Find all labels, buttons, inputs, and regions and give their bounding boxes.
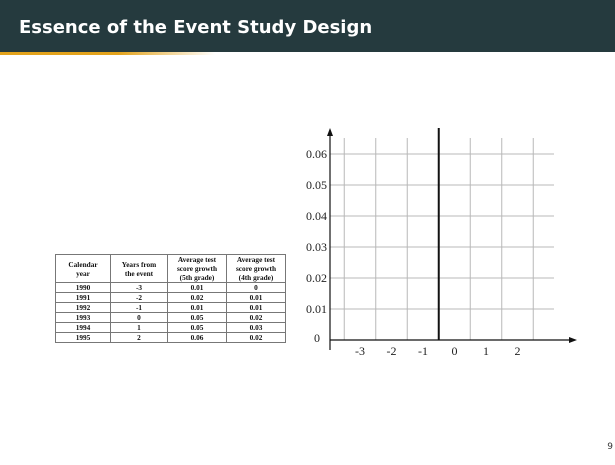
table-row: 1990 -3 0.01 0: [55, 282, 286, 293]
event-study-chart: 0 0.01 0.02 0.03 0.04 0.05 0.06 -3 -2 -1 0 1 2: [296, 125, 577, 365]
cell-years-from-event: -1: [110, 302, 168, 313]
y-tick-label: 0.05: [306, 178, 327, 192]
cell-years-from-event: -2: [110, 292, 168, 303]
header-years-from-event: Years from the event: [110, 254, 168, 283]
cell-score-5th: 0.01: [167, 302, 227, 313]
cell-years-from-event: 1: [110, 322, 168, 333]
cell-score-5th: 0.05: [167, 322, 227, 333]
cell-year: 1990: [55, 282, 111, 293]
y-tick-label: 0.04: [306, 209, 327, 223]
cell-score-4th: 0: [226, 282, 286, 293]
title-accent-line: [0, 52, 215, 55]
table-row: 1992 -1 0.01 0.01: [55, 302, 286, 313]
cell-year: 1995: [55, 332, 111, 343]
cell-year: 1994: [55, 322, 111, 333]
y-tick-label: 0: [314, 331, 320, 345]
cell-score-4th: 0.02: [226, 332, 286, 343]
x-tick-label: 2: [515, 344, 521, 358]
cell-year: 1991: [55, 292, 111, 303]
y-tick-label: 0.03: [306, 240, 327, 254]
x-tick-label: -1: [418, 344, 428, 358]
x-tick-label: 0: [452, 344, 458, 358]
table-header-row: Calendar year Years from the event Avera…: [55, 254, 286, 283]
table-row: 1991 -2 0.02 0.01: [55, 292, 286, 303]
cell-score-5th: 0.06: [167, 332, 227, 343]
cell-score-5th: 0.02: [167, 292, 227, 303]
table-row: 1995 2 0.06 0.02: [55, 332, 286, 343]
cell-year: 1993: [55, 312, 111, 323]
x-tick-label: 1: [483, 344, 489, 358]
x-axis-arrow: [569, 337, 577, 343]
chart-background: [296, 125, 577, 365]
cell-years-from-event: 2: [110, 332, 168, 343]
header-score-5th: Average test score growth (5th grade): [167, 254, 227, 283]
cell-score-4th: 0.01: [226, 292, 286, 303]
test-score-table: Calendar year Years from the event Avera…: [55, 254, 286, 343]
chart-axes: [327, 128, 577, 350]
cell-score-4th: 0.02: [226, 312, 286, 323]
header-calendar-year: Calendar year: [55, 254, 111, 283]
cell-years-from-event: 0: [110, 312, 168, 323]
page-number: 9: [607, 442, 613, 452]
x-tick-label: -3: [355, 344, 365, 358]
chart-tick-labels: 0 0.01 0.02 0.03 0.04 0.05 0.06 -3 -2 -1 0 1 2: [306, 147, 521, 358]
cell-years-from-event: -3: [110, 282, 168, 293]
x-tick-label: -2: [387, 344, 397, 358]
cell-score-4th: 0.01: [226, 302, 286, 313]
cell-score-4th: 0.03: [226, 322, 286, 333]
y-tick-label: 0.02: [306, 271, 327, 285]
cell-score-5th: 0.05: [167, 312, 227, 323]
table-row: 1993 0 0.05 0.02: [55, 312, 286, 323]
table-row: 1994 1 0.05 0.03: [55, 322, 286, 333]
slide-title: Essence of the Event Study Design: [19, 17, 373, 38]
y-axis-arrow: [327, 128, 333, 136]
y-tick-label: 0.01: [306, 302, 327, 316]
y-tick-label: 0.06: [306, 147, 327, 161]
cell-score-5th: 0.01: [167, 282, 227, 293]
title-bar: Essence of the Event Study Design: [0, 0, 615, 52]
header-score-4th: Average test score growth (4th grade): [226, 254, 286, 283]
cell-year: 1992: [55, 302, 111, 313]
chart-grid: [330, 138, 554, 340]
